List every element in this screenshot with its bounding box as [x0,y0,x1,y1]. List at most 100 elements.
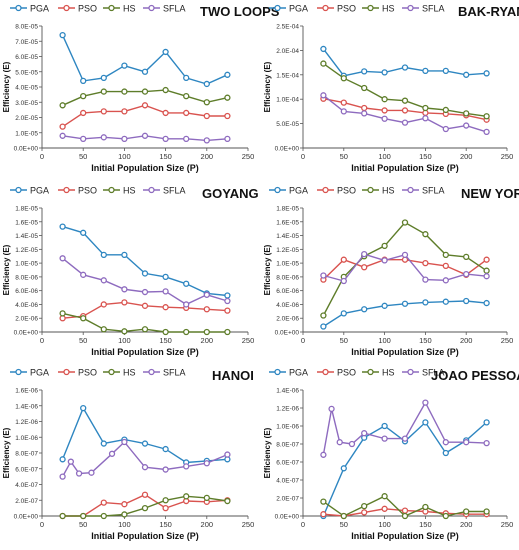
data-point [141,270,149,277]
y-tick-label: 2.0E-07 [276,496,299,503]
data-point [224,292,231,299]
data-point [224,497,231,505]
data-point [141,132,149,139]
y-tick-label: 2.0E-06 [15,316,38,323]
data-point [483,128,490,136]
series-line [61,34,228,85]
data-point [401,251,409,258]
y-tick-label: 1.6E-05 [276,219,299,226]
data-point [442,439,449,446]
series-line [61,440,228,477]
data-point [100,512,107,520]
data-point [141,102,149,109]
data-point [80,135,87,143]
legend-marker [367,4,374,12]
data-point [203,460,210,467]
y-tick-label: 5.0E-05 [15,69,38,76]
data-point [141,504,149,512]
data-point [141,68,149,75]
data-point [121,286,128,293]
chart-title: HANOI [212,368,254,383]
data-point [483,273,490,280]
y-tick-label: 2.0E-07 [15,498,38,505]
y-tick-label: 1.0E-05 [15,130,38,137]
data-point [401,64,409,71]
y-axis-label: Efficiency (E) [263,244,272,295]
legend-label: HS [382,186,395,196]
y-axis-label: Efficiency (E) [2,427,11,478]
legend-marker [15,368,22,376]
data-point [80,229,87,236]
data-point [320,45,327,53]
legend-label: PGA [30,186,49,196]
y-tick-label: 0.0E+00 [14,146,39,153]
x-tick-label: 150 [159,336,172,345]
chart-title: TWO LOOPS [200,4,280,19]
data-point [422,104,429,112]
legend-marker [407,186,414,194]
data-point [361,104,368,112]
data-point [381,242,388,250]
data-point [381,107,388,114]
legend-marker [407,368,414,376]
x-tick-label: 200 [460,336,473,345]
y-tick-label: 2.0E-06 [276,316,299,323]
data-point [183,135,190,143]
x-tick-label: 200 [201,520,214,529]
legend-label: HS [382,4,395,14]
legend-marker [63,368,70,376]
data-point [162,304,169,311]
data-point [203,328,210,336]
legend-label: PGA [289,4,308,14]
y-tick-label: 1.4E-06 [276,388,299,395]
y-tick-label: 2.0E-05 [15,115,38,122]
data-point [340,465,347,472]
data-point [442,449,449,457]
legend-label: HS [123,368,136,378]
data-point [463,253,470,261]
data-point [141,491,149,498]
data-point [361,264,368,271]
data-point [361,251,368,258]
data-point [162,86,169,94]
data-point [80,512,87,520]
legend-label: PGA [30,4,49,14]
data-point [162,288,169,295]
data-point [100,301,107,308]
data-point [483,256,490,263]
data-point [320,272,327,279]
data-point [224,112,231,120]
data-point [340,108,347,115]
data-point [162,497,169,504]
data-point [100,134,107,141]
data-point [203,291,210,298]
x-tick-label: 0 [40,152,44,161]
y-tick-label: 0.0E+00 [14,514,39,521]
data-point [463,270,470,278]
x-axis-label: Initial Population Size (P) [351,347,459,357]
data-point [422,276,429,283]
data-point [422,299,429,306]
x-tick-label: 100 [378,336,391,345]
data-point [320,451,327,458]
data-point [224,451,231,458]
data-point [121,108,128,115]
series-line [322,48,487,77]
data-point [422,259,429,267]
x-tick-label: 200 [460,152,473,161]
data-point [463,508,470,515]
y-tick-label: 4.0E-06 [276,302,299,309]
chart-title: BAK-RYAN [458,4,519,19]
legend-marker [367,368,374,376]
data-point [59,102,66,109]
y-tick-label: 1.2E-05 [15,247,38,254]
data-point [442,298,449,305]
data-point [203,80,210,88]
y-tick-label: 0.0E+00 [14,330,39,337]
data-point [183,93,190,100]
y-tick-label: 1.5E-04 [276,72,299,79]
legend-marker [322,186,329,194]
legend-label: SFLA [163,4,186,14]
y-tick-label: 1.0E-04 [276,97,299,104]
chart-title: NEW YORK [461,186,519,201]
